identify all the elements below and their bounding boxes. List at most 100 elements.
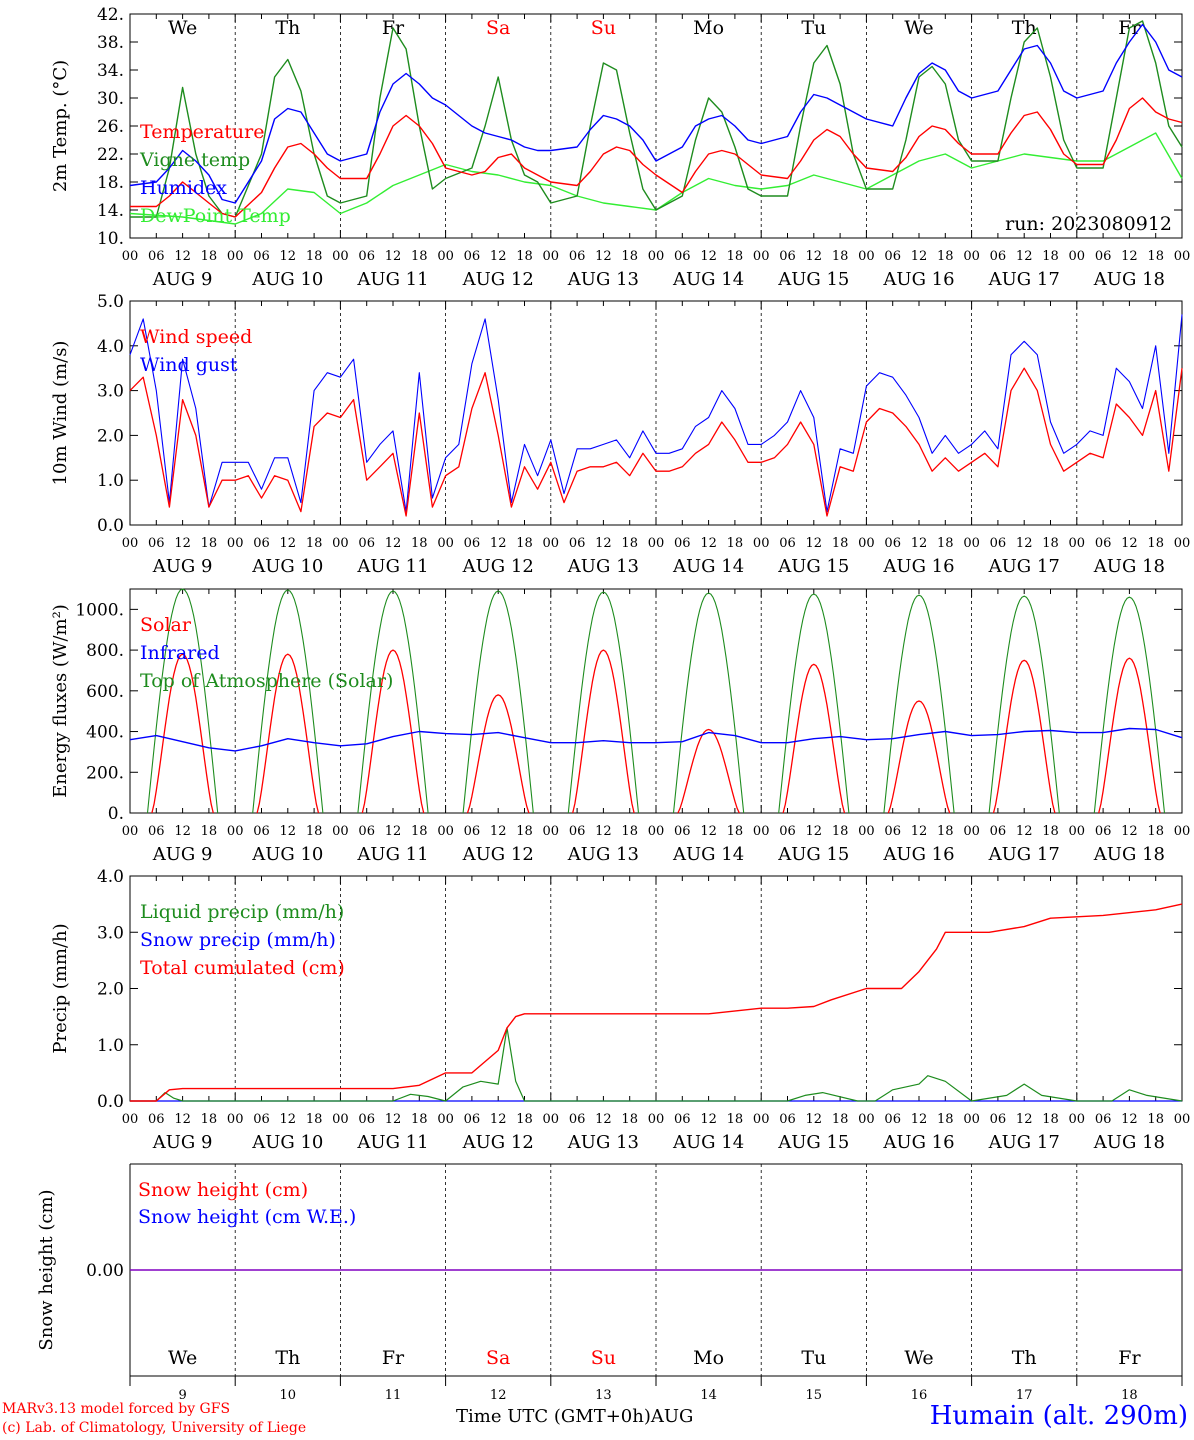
weekday-label: Fr: [1118, 1347, 1141, 1369]
x-tick-label: 00: [753, 824, 770, 839]
x-tick-label: 18: [1147, 1112, 1164, 1127]
x-tick-label: 00: [332, 824, 349, 839]
x-tick-label: 18: [832, 1112, 849, 1127]
x-tick-label: 06: [884, 249, 901, 264]
x-tick-label: 06: [253, 249, 270, 264]
x-tick-label: 12: [700, 249, 717, 264]
x-tick-label: 12: [806, 824, 823, 839]
day-date-label: AUG 11: [356, 844, 428, 865]
x-tick-label: 06: [569, 536, 586, 551]
y-tick-label: 2.0: [97, 426, 124, 446]
day-date-label: AUG 13: [567, 844, 639, 865]
day-date-label: AUG 13: [567, 1132, 639, 1153]
x-tick-label: 00: [332, 249, 349, 264]
x-tick-label: 12: [595, 824, 612, 839]
day-date-label: AUG 9: [152, 556, 213, 577]
x-tick-label: 18: [1042, 824, 1059, 839]
legend-entry: Humidex: [140, 177, 227, 199]
x-tick-label: 12: [385, 249, 402, 264]
x-tick-label: 06: [674, 249, 691, 264]
weekday-label: Tu: [801, 17, 826, 39]
day-number-label: 10: [280, 1388, 297, 1403]
x-tick-label: 18: [1042, 536, 1059, 551]
x-tick-label: 00: [227, 249, 244, 264]
y-tick-label: 600.: [86, 682, 124, 702]
day-date-label: AUG 14: [672, 556, 744, 577]
x-tick-label: 06: [990, 1112, 1007, 1127]
day-number-label: 12: [490, 1388, 507, 1403]
series-line-vigne-temp: [130, 20, 1183, 218]
x-tick-label: 00: [963, 1112, 980, 1127]
series-line-toa-solar: [146, 588, 219, 814]
x-tick-label: 12: [595, 249, 612, 264]
day-number-label: 14: [700, 1388, 717, 1403]
x-tick-label: 00: [122, 249, 139, 264]
x-tick-label: 18: [516, 536, 533, 551]
legend-entry: Wind speed: [140, 326, 252, 348]
day-date-label: AUG 17: [988, 844, 1060, 865]
x-tick-label: 12: [806, 536, 823, 551]
x-tick-label: 06: [569, 824, 586, 839]
x-tick-label: 06: [464, 824, 481, 839]
y-tick-label: 4.0: [97, 867, 124, 887]
series-line-wind-gust: [129, 314, 1183, 513]
x-tick-label: 18: [411, 536, 428, 551]
plot-frame: [129, 300, 1183, 526]
x-tick-label: 00: [1174, 249, 1191, 264]
x-tick-label: 18: [201, 1112, 218, 1127]
y-tick-label: 0.: [108, 804, 124, 824]
day-date-label: AUG 16: [882, 844, 954, 865]
x-tick-label: 06: [1095, 249, 1112, 264]
y-axis-label: 2m Temp. (°C): [50, 60, 71, 192]
lab-credit: (c) Lab. of Climatology, University of L…: [2, 1420, 307, 1436]
x-tick-label: 18: [937, 1112, 954, 1127]
series-line-toa-solar: [1093, 596, 1166, 814]
day-date-label: AUG 13: [567, 269, 639, 290]
weekday-label: Sa: [486, 1347, 510, 1369]
day-date-label: AUG 12: [462, 1132, 534, 1153]
series-line-toa-solar: [462, 590, 534, 814]
y-tick-label: 0.00: [86, 1261, 124, 1281]
day-date-label: AUG 14: [672, 1132, 744, 1153]
x-tick-label: 06: [779, 249, 796, 264]
x-axis-title: Time UTC (GMT+0h)AUG: [456, 1406, 694, 1427]
x-tick-label: 06: [1095, 536, 1112, 551]
y-tick-label: 10.: [97, 229, 124, 249]
x-tick-label: 12: [490, 824, 507, 839]
x-tick-label: 12: [174, 824, 191, 839]
x-tick-label: 06: [990, 824, 1007, 839]
y-tick-label: 1.0: [97, 1036, 124, 1056]
y-tick-label: 2.0: [97, 980, 124, 1000]
y-tick-label: 3.0: [97, 923, 124, 943]
x-tick-label: 18: [1147, 249, 1164, 264]
day-date-label: AUG 16: [882, 1132, 954, 1153]
day-number-label: 15: [806, 1388, 823, 1403]
series-line-solar: [361, 649, 425, 814]
y-tick-label: 0.0: [97, 516, 124, 536]
x-tick-label: 12: [806, 249, 823, 264]
series-line-solar: [572, 649, 635, 814]
x-tick-label: 00: [332, 1112, 349, 1127]
x-tick-label: 18: [306, 249, 323, 264]
x-tick-label: 12: [174, 536, 191, 551]
x-tick-label: 12: [911, 249, 928, 264]
x-tick-label: 06: [148, 824, 165, 839]
x-tick-label: 06: [253, 824, 270, 839]
day-date-label: AUG 15: [777, 844, 849, 865]
x-tick-label: 00: [543, 824, 560, 839]
x-tick-label: 12: [490, 1112, 507, 1127]
x-tick-label: 00: [963, 824, 980, 839]
weekday-label: Su: [591, 17, 616, 39]
day-date-label: AUG 11: [356, 1132, 428, 1153]
series-line-infrared: [129, 727, 1183, 752]
x-tick-label: 12: [911, 536, 928, 551]
x-tick-label: 00: [858, 1112, 875, 1127]
day-number-label: 9: [178, 1388, 186, 1403]
run-label: run: 2023080912: [1005, 213, 1172, 235]
x-tick-label: 18: [937, 536, 954, 551]
x-tick-label: 06: [1095, 1112, 1112, 1127]
day-date-label: AUG 16: [882, 269, 954, 290]
series-line-solar: [992, 659, 1056, 814]
x-tick-label: 06: [674, 824, 691, 839]
x-tick-label: 06: [358, 249, 375, 264]
